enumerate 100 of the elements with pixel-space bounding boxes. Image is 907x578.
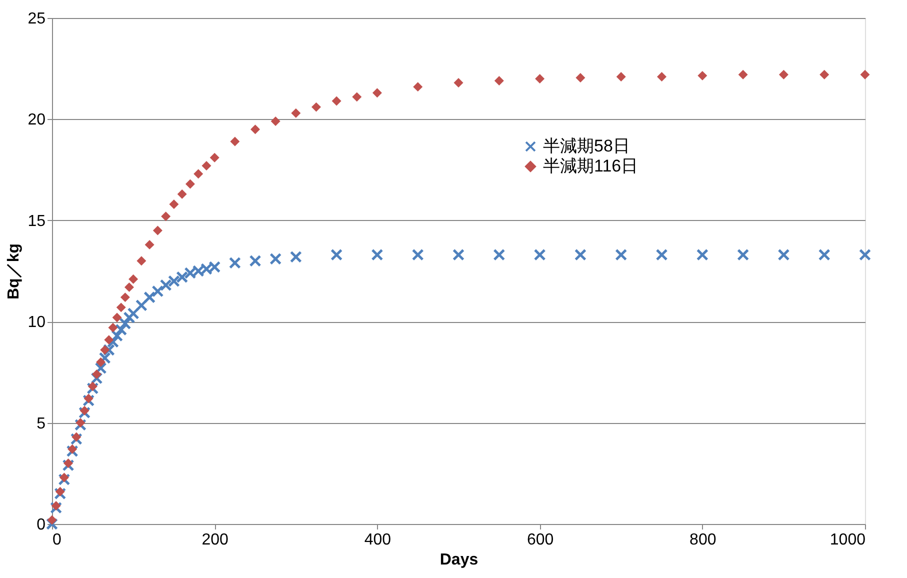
point [454,78,464,88]
point [46,518,58,530]
x-tick-label: 1000 [830,532,866,548]
point [116,302,126,312]
point [152,285,164,298]
point [818,248,830,261]
point [778,70,788,80]
legend-label: 半減期58日 [543,136,630,156]
point [574,248,586,261]
point [372,88,382,98]
point [311,102,321,112]
point [738,70,748,80]
point [70,433,82,445]
point [176,271,188,284]
x-axis-title: Days [440,552,478,568]
point [168,275,180,288]
point [120,292,130,302]
point [112,312,122,322]
point [88,382,98,392]
point [119,318,132,330]
point [169,199,179,209]
point [72,432,82,442]
y-tick-label: 25 [28,10,46,28]
point [291,108,301,118]
point [576,72,586,82]
point [68,444,78,454]
point [111,330,124,342]
x-tick-label: 400 [364,532,392,548]
point [534,248,546,261]
point [136,256,146,266]
point [124,282,134,292]
y-tick-label: 5 [36,415,46,432]
point [202,161,212,170]
point [413,82,423,92]
point [144,291,156,304]
point [59,472,69,482]
point [208,260,221,273]
y-tick-label: 0 [36,516,46,534]
point [80,406,90,416]
point [51,501,61,511]
point [332,96,342,106]
point [859,248,871,261]
point [64,458,74,468]
point [84,394,94,404]
point [656,248,668,261]
point [192,265,204,277]
point [737,248,750,261]
y-tick-label: 20 [28,112,46,129]
point [115,324,128,336]
point [160,279,172,292]
point [616,72,626,82]
point [194,169,204,179]
x-tick-label: 800 [690,532,716,548]
point [860,70,870,80]
point [104,335,114,345]
point [250,124,260,134]
point [66,445,78,458]
point [135,299,148,312]
point [144,240,154,250]
point [200,262,212,275]
point [55,486,65,496]
point [50,502,62,514]
x-tick-label: 200 [202,532,229,548]
point [123,312,136,324]
point [184,267,196,280]
point [412,248,424,261]
y-axis-title: Bq／kg [6,244,23,300]
point [92,369,102,379]
point [696,248,708,261]
point [152,226,162,236]
point [62,459,74,472]
point [108,322,118,332]
legend-label: 半減期116日 [543,156,638,176]
point [657,72,666,82]
point [177,189,187,199]
point [96,357,106,367]
point [74,418,86,431]
point [493,248,506,261]
point [494,76,504,86]
point [698,70,708,80]
point [270,116,280,126]
point [352,92,362,102]
point [82,394,95,407]
point [127,308,140,320]
point [535,74,545,84]
point [78,406,91,419]
y-tick-label: 15 [28,212,46,230]
x-tick-label: 0 [52,532,62,548]
point [452,248,464,261]
point [230,136,240,146]
point [76,418,86,428]
point [128,274,138,284]
point [820,70,830,80]
point [54,488,66,500]
point [58,473,70,486]
point [290,250,302,263]
point [778,248,790,261]
point [330,248,343,261]
y-tick-label: 10 [28,314,46,332]
point [371,248,384,261]
